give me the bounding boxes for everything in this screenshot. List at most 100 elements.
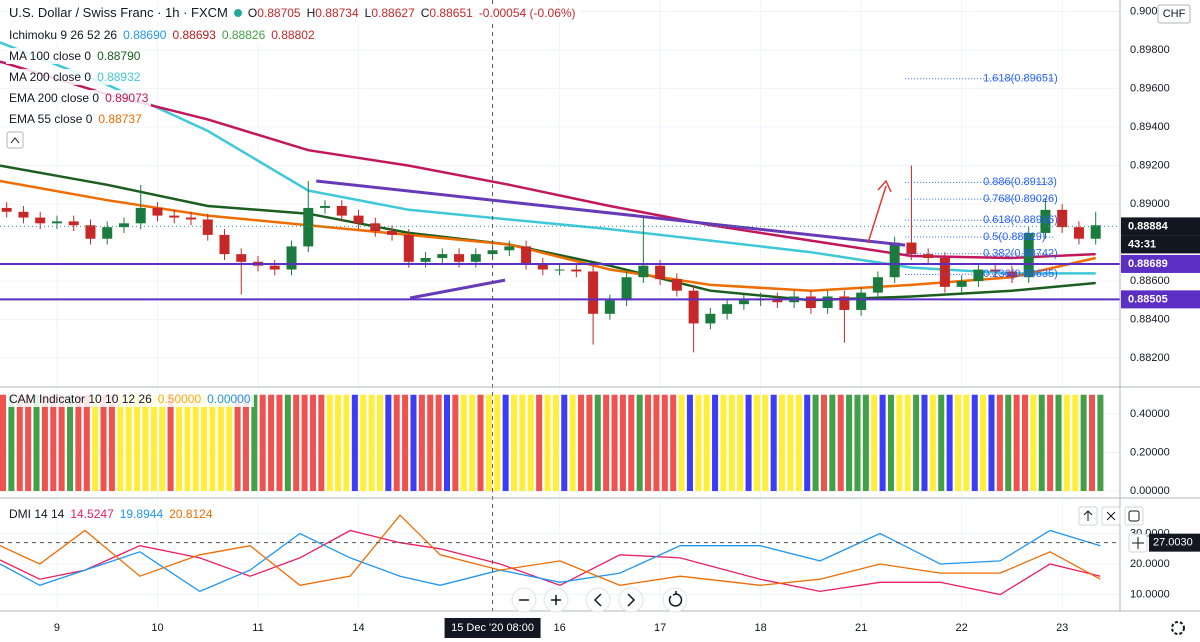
cam-bar — [971, 394, 978, 492]
candle-body — [990, 269, 1001, 272]
candle-body — [35, 217, 46, 224]
y-tick-label: 0.40000 — [1130, 408, 1170, 420]
currency: CHF — [1163, 8, 1186, 20]
candle-body — [370, 223, 381, 232]
indicator-name: EMA 55 close 0 — [9, 112, 93, 126]
cam-bar — [67, 394, 74, 492]
cam-bar — [1080, 394, 1087, 492]
candle-body — [387, 231, 398, 235]
cam-bar — [812, 394, 819, 492]
icon — [593, 593, 602, 607]
cam-bar — [75, 394, 82, 492]
cam-bar — [561, 394, 568, 492]
y-tick-label: 0.20000 — [1130, 446, 1170, 458]
cam-bar — [251, 394, 258, 492]
cam-bar — [619, 394, 626, 492]
icon — [1132, 537, 1144, 549]
cam-bar — [226, 394, 233, 492]
cam-bar — [293, 394, 300, 492]
settings-button[interactable] — [1171, 621, 1185, 635]
indicator-value: 0.89073 — [105, 91, 149, 105]
scroll-left-button[interactable] — [585, 587, 611, 613]
cam-bar — [686, 394, 693, 492]
indicator-name: DMI 14 14 — [9, 507, 65, 521]
moving-average-line — [0, 41, 1096, 275]
cam-bar — [745, 394, 752, 492]
cam-bar — [100, 394, 107, 492]
cam-bar — [192, 394, 199, 492]
candle-body — [286, 246, 297, 270]
y-tick-label: 0.89400 — [1130, 121, 1170, 133]
cam-bar — [83, 394, 90, 492]
cam-bar — [41, 394, 48, 492]
candle-body — [51, 221, 62, 224]
candle-body — [185, 217, 196, 220]
collapse-legend[interactable] — [6, 131, 24, 149]
scroll-right-button[interactable] — [618, 587, 644, 613]
candle-body — [906, 242, 917, 255]
ohlc-value: 0.88705 — [257, 5, 301, 20]
cam-bar — [335, 394, 342, 492]
status-dot — [233, 8, 242, 17]
cam-bar — [427, 394, 434, 492]
indicator-name: EMA 200 close 0 — [9, 91, 100, 105]
price-tag-bg — [1121, 254, 1200, 273]
indicator-value: 20.8124 — [169, 507, 213, 521]
cam-bar — [184, 394, 191, 492]
cam-bar — [611, 394, 618, 492]
candle-body — [822, 296, 833, 309]
cam-bar — [862, 394, 869, 492]
cam-bar — [653, 394, 660, 492]
x-tick-label: 21 — [855, 622, 867, 634]
reset-button[interactable] — [662, 587, 688, 613]
candle-body — [604, 300, 615, 314]
cam-bar — [1072, 394, 1079, 492]
cam-bar — [351, 394, 358, 492]
change: -0.00054 (-0.06%) — [478, 5, 576, 20]
cam-bar — [460, 394, 467, 492]
cam-bar — [33, 394, 40, 492]
y-tick-label: 10.0000 — [1130, 588, 1170, 600]
candle-body — [420, 257, 431, 262]
currency-box[interactable] — [1157, 4, 1191, 24]
price-tag-bg — [1121, 290, 1200, 309]
candle-body — [571, 269, 582, 272]
crosshair-label-bg — [444, 618, 541, 638]
indicator-value: 0.00000 — [207, 392, 251, 406]
ohlc-label: C — [420, 5, 430, 20]
price-tag: 0.88689 — [1128, 258, 1168, 270]
cam-bar — [519, 394, 526, 492]
cam-bar — [527, 394, 534, 492]
indicator-value: 0.88790 — [97, 49, 141, 63]
candle-body — [1090, 225, 1101, 239]
candle-body — [856, 292, 867, 310]
cam-bar — [16, 394, 23, 492]
candle-body — [269, 265, 280, 270]
ohlc-value: 0.88627 — [371, 5, 415, 20]
cam-bar — [594, 394, 601, 492]
candle-body — [521, 246, 532, 264]
cam-bar — [720, 394, 727, 492]
cam-bar — [829, 394, 836, 492]
cam-bar — [1063, 394, 1070, 492]
fib-label: 0.768(0.89026) — [983, 193, 1058, 205]
cam-bar — [343, 394, 350, 492]
ohlc-item: H0.88734 — [307, 6, 359, 20]
collapse-icon — [10, 137, 20, 144]
icon — [1106, 511, 1116, 521]
candle-body — [722, 304, 733, 314]
candle-body — [18, 211, 29, 218]
legend-row: MA 100 close 0 0.88790 — [6, 48, 144, 64]
icon — [1128, 510, 1140, 522]
cam-bar — [385, 394, 392, 492]
cam-bar — [50, 394, 57, 492]
countdown: 43:31 — [1128, 238, 1156, 250]
candle-body — [1006, 271, 1017, 278]
trendline — [316, 179, 906, 247]
cam-bar — [795, 394, 802, 492]
cam-bar — [452, 394, 459, 492]
maximize-button[interactable] — [1124, 506, 1144, 526]
cam-bar — [762, 394, 769, 492]
fib-label: 0.236(0.88635) — [983, 268, 1058, 280]
